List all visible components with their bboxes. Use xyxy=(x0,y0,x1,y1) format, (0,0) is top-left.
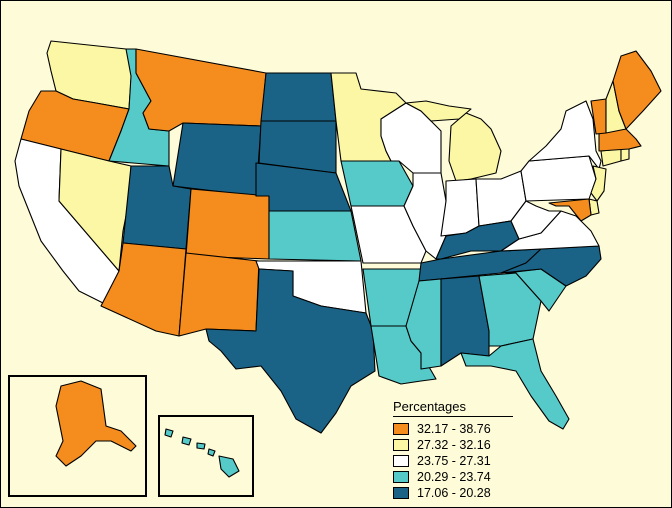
legend-label: 17.06 - 20.28 xyxy=(417,486,491,500)
legend-item: 20.29 - 23.74 xyxy=(393,469,513,485)
legend-item: 27.32 - 32.16 xyxy=(393,437,513,453)
legend-item: 32.17 - 38.76 xyxy=(393,421,513,437)
state-me xyxy=(612,50,662,130)
legend-label: 20.29 - 23.74 xyxy=(417,470,491,484)
legend: Percentages 32.17 - 38.76 27.32 - 32.16 … xyxy=(393,399,513,501)
legend-title: Percentages xyxy=(393,399,513,417)
legend-swatch xyxy=(393,455,409,467)
legend-label: 23.75 - 27.31 xyxy=(417,454,491,468)
state-fl xyxy=(460,338,570,430)
state-co xyxy=(185,188,270,260)
legend-label: 32.17 - 38.76 xyxy=(417,422,491,436)
state-nd xyxy=(260,72,337,122)
state-in xyxy=(440,178,480,237)
state-wy xyxy=(172,122,262,197)
state-pa xyxy=(520,155,597,202)
state-md xyxy=(548,198,592,222)
state-ny xyxy=(528,100,602,170)
state-ri xyxy=(620,148,630,162)
hawaii-inset-frame xyxy=(158,415,254,497)
legend-swatch xyxy=(393,487,409,499)
legend-item: 23.75 - 27.31 xyxy=(393,453,513,469)
state-ks xyxy=(268,210,362,262)
state-nm xyxy=(178,252,260,337)
legend-swatch xyxy=(393,423,409,435)
state-ak xyxy=(55,380,137,467)
state-ne xyxy=(255,162,352,212)
legend-item: 17.06 - 20.28 xyxy=(393,485,513,501)
state-nc xyxy=(500,245,602,287)
state-ct xyxy=(600,148,622,167)
legend-label: 27.32 - 32.16 xyxy=(417,438,491,452)
state-il xyxy=(403,172,447,260)
legend-swatch xyxy=(393,471,409,483)
state-mt xyxy=(135,48,267,132)
state-wv xyxy=(510,200,562,240)
legend-swatch xyxy=(393,439,409,451)
state-mi xyxy=(448,112,502,182)
state-ia xyxy=(340,160,414,207)
state-tx xyxy=(205,268,376,434)
state-mi-upper xyxy=(405,100,472,122)
state-hi xyxy=(164,428,240,478)
